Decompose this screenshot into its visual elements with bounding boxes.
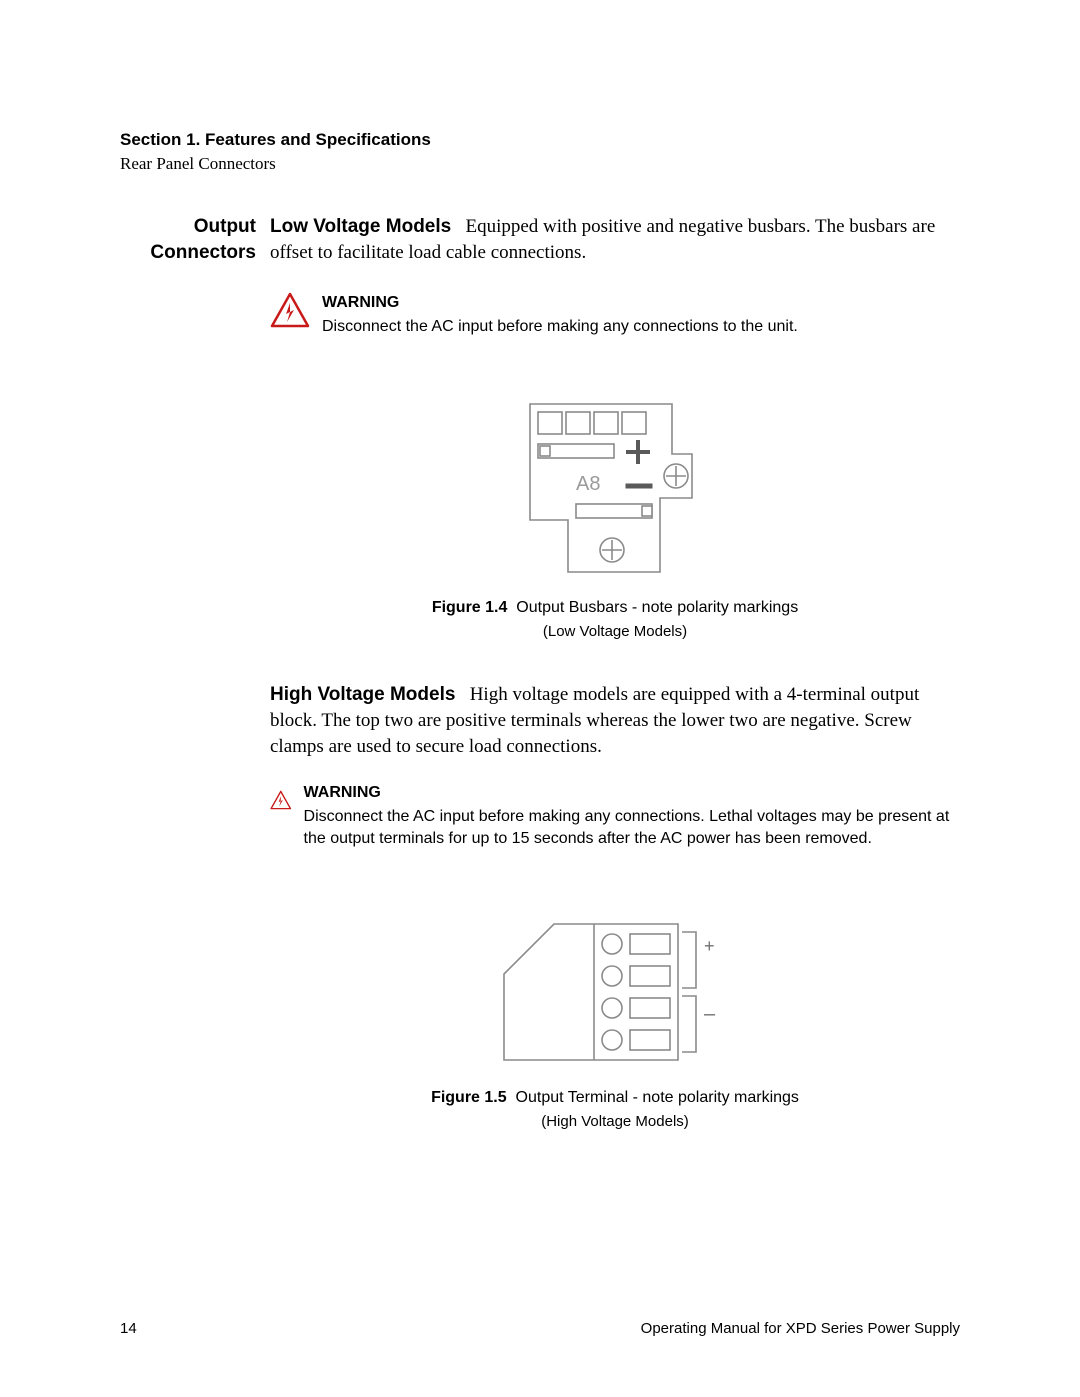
low-voltage-paragraph: Low Voltage Models Equipped with positiv… <box>270 214 960 1132</box>
output-connectors-row: Output Connectors Low Voltage Models Equ… <box>120 214 960 1132</box>
warning-icon <box>270 292 310 328</box>
figure-1-5-rest: Output Terminal - note polarity markings <box>516 1089 799 1106</box>
page-footer: 14 Operating Manual for XPD Series Power… <box>120 1320 960 1337</box>
warning-icon <box>270 782 292 818</box>
section-subtitle: Rear Panel Connectors <box>120 154 960 174</box>
page-header: Section 1. Features and Specifications R… <box>120 130 960 174</box>
figure-1-5: + – Figure 1.5 Output Terminal - note po… <box>270 920 960 1132</box>
plus-symbol: + <box>704 936 715 956</box>
page-number: 14 <box>120 1320 137 1337</box>
panel-label-a8: A8 <box>576 473 600 495</box>
body-area: Output Connectors Low Voltage Models Equ… <box>120 214 960 1132</box>
sidebar-label-line2: Connectors <box>150 242 256 263</box>
terminal-diagram: + – <box>500 920 730 1070</box>
warning-body-1: Disconnect the AC input before making an… <box>322 318 798 335</box>
footer-doc-title: Operating Manual for XPD Series Power Su… <box>641 1320 960 1337</box>
minus-symbol: – <box>704 1003 716 1025</box>
sidebar-label-line1: Output <box>194 216 256 237</box>
sidebar-label: Output Connectors <box>120 214 270 1132</box>
figure-1-4-sub: (Low Voltage Models) <box>270 622 960 642</box>
figure-1-5-caption: Figure 1.5 Output Terminal - note polari… <box>270 1088 960 1132</box>
figure-1-5-bold: Figure 1.5 <box>431 1089 507 1106</box>
high-voltage-subheading: High Voltage Models <box>270 684 455 705</box>
figure-1-5-sub: (High Voltage Models) <box>270 1112 960 1132</box>
warning-text-2: WARNING Disconnect the AC input before m… <box>304 782 960 850</box>
warning-block-1: WARNING Disconnect the AC input before m… <box>270 292 960 338</box>
section-title: Section 1. Features and Specifications <box>120 130 960 150</box>
warning-body-2: Disconnect the AC input before making an… <box>304 808 950 847</box>
figure-1-4: A8 Figure 1.4 Output Busbars - note pola… <box>270 400 960 642</box>
figure-1-4-caption: Figure 1.4 Output Busbars - note polarit… <box>270 598 960 642</box>
page: Section 1. Features and Specifications R… <box>0 0 1080 1397</box>
low-voltage-subheading: Low Voltage Models <box>270 216 451 237</box>
warning-label-2: WARNING <box>304 782 960 804</box>
warning-text-1: WARNING Disconnect the AC input before m… <box>322 292 798 338</box>
figure-1-4-bold: Figure 1.4 <box>432 599 508 616</box>
high-voltage-paragraph: High Voltage Models High voltage models … <box>270 682 960 760</box>
warning-block-2: WARNING Disconnect the AC input before m… <box>270 782 960 850</box>
figure-1-4-rest: Output Busbars - note polarity markings <box>516 599 798 616</box>
busbar-diagram: A8 <box>520 400 710 580</box>
warning-label-1: WARNING <box>322 292 798 314</box>
